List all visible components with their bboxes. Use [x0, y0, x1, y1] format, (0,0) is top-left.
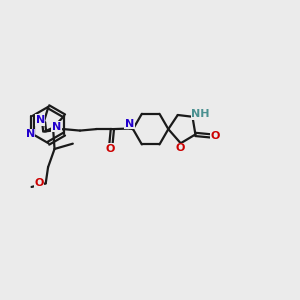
Text: NH: NH: [191, 110, 210, 119]
Text: N: N: [35, 115, 45, 125]
Text: O: O: [210, 131, 220, 141]
Text: O: O: [176, 143, 185, 153]
Text: N: N: [52, 122, 61, 132]
Text: O: O: [34, 178, 44, 188]
Text: N: N: [125, 119, 134, 129]
Text: O: O: [106, 144, 115, 154]
Text: N: N: [26, 129, 35, 139]
